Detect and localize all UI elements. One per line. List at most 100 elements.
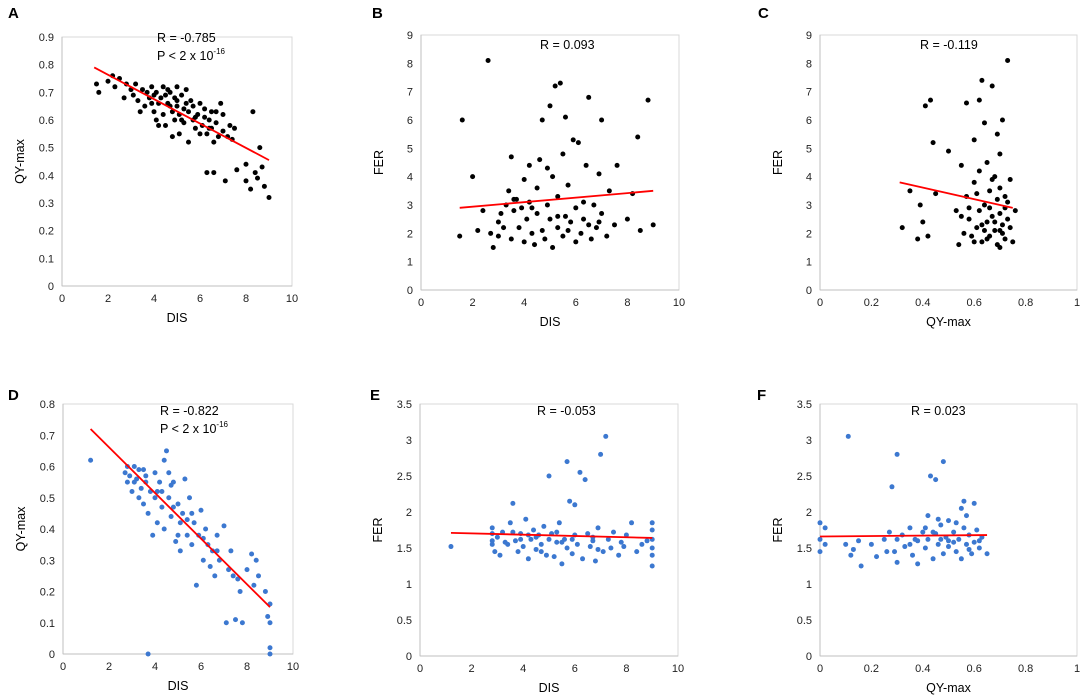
data-point <box>555 225 561 231</box>
data-point <box>152 495 158 501</box>
data-point <box>592 558 598 564</box>
p-value-exponent: -16 <box>213 47 225 56</box>
data-point <box>992 219 998 225</box>
correlation-label: R = -0.822 <box>160 404 219 418</box>
x-tick-label: 8 <box>244 661 250 673</box>
data-point <box>267 645 273 651</box>
y-tick-label: 0.6 <box>40 462 55 474</box>
data-point <box>886 529 892 535</box>
data-point <box>902 544 908 550</box>
data-point <box>508 236 514 242</box>
data-point <box>529 230 535 236</box>
data-point <box>526 162 532 168</box>
y-tick-label: 0 <box>407 285 413 297</box>
data-point <box>892 549 898 555</box>
plot-frame <box>419 403 679 657</box>
data-point <box>608 545 614 551</box>
data-point <box>925 536 931 542</box>
data-point <box>1007 225 1013 231</box>
data-point <box>595 546 601 552</box>
data-point <box>175 532 181 538</box>
y-tick-label: 0.1 <box>39 253 54 265</box>
data-point <box>193 582 199 588</box>
y-tick-label: 3 <box>806 435 812 447</box>
panel-letter: D <box>8 387 19 404</box>
plot-frame <box>819 34 1078 291</box>
data-point <box>598 451 604 457</box>
data-point <box>971 500 977 506</box>
data-point <box>197 131 203 137</box>
x-tick-label: 0.6 <box>967 663 982 675</box>
y-axis-title: FER <box>771 518 785 543</box>
data-point <box>611 529 616 535</box>
data-point <box>817 520 823 526</box>
trendline <box>819 534 988 538</box>
data-point <box>184 517 190 523</box>
data-point <box>569 551 575 557</box>
data-point <box>976 97 982 103</box>
plot-frame <box>420 34 680 291</box>
data-point <box>180 510 186 516</box>
data-point <box>575 140 581 146</box>
y-tick-label: 6 <box>407 115 413 127</box>
data-point <box>532 242 538 248</box>
y-tick-label: 1.5 <box>797 543 812 555</box>
data-point <box>204 131 210 137</box>
data-point <box>930 140 936 146</box>
data-point <box>515 549 521 555</box>
data-point <box>556 520 562 526</box>
data-point <box>573 205 579 211</box>
data-point <box>915 561 921 567</box>
x-tick-label: 4 <box>152 661 158 673</box>
data-point <box>997 228 1003 233</box>
y-tick-label: 3.5 <box>797 399 812 411</box>
y-tick-label: 2 <box>406 507 412 519</box>
data-point <box>928 473 934 479</box>
y-tick-label: 1 <box>806 257 812 269</box>
data-point <box>183 100 189 106</box>
data-point <box>131 464 137 469</box>
data-point <box>542 236 548 242</box>
data-point <box>243 161 249 167</box>
data-point <box>987 205 993 211</box>
data-point <box>122 470 128 476</box>
data-point <box>518 536 524 542</box>
data-point <box>177 520 183 526</box>
data-point <box>168 514 174 519</box>
data-point <box>144 89 150 95</box>
y-tick-label: 0.6 <box>39 115 54 127</box>
data-point <box>649 552 655 558</box>
data-point <box>994 131 1000 137</box>
data-point <box>946 148 951 154</box>
data-point <box>599 211 605 216</box>
data-point <box>222 178 228 184</box>
data-point <box>112 84 118 90</box>
x-tick-label: 0 <box>417 663 423 675</box>
data-point <box>574 541 580 547</box>
data-point <box>156 123 162 129</box>
data-point <box>248 186 254 192</box>
data-point <box>131 479 137 485</box>
y-tick-label: 3 <box>806 200 812 212</box>
data-point <box>161 457 167 463</box>
x-tick-label: 6 <box>573 297 579 309</box>
data-point <box>564 545 570 551</box>
data-point <box>554 529 560 535</box>
y-tick-label: 2.5 <box>397 471 412 483</box>
data-point <box>971 137 977 143</box>
y-axis-title: FER <box>372 150 386 175</box>
data-point <box>211 139 217 145</box>
data-point <box>606 188 612 194</box>
data-point <box>971 239 977 245</box>
data-point <box>650 222 656 228</box>
y-tick-label: 1 <box>407 257 413 269</box>
data-point <box>956 536 962 542</box>
data-point <box>976 208 982 214</box>
data-point <box>169 134 175 140</box>
data-point <box>989 177 995 182</box>
data-point <box>152 470 158 476</box>
x-axis-title: QY-max <box>926 681 971 695</box>
data-point <box>822 541 828 547</box>
data-point <box>940 551 946 557</box>
data-point <box>149 84 155 90</box>
